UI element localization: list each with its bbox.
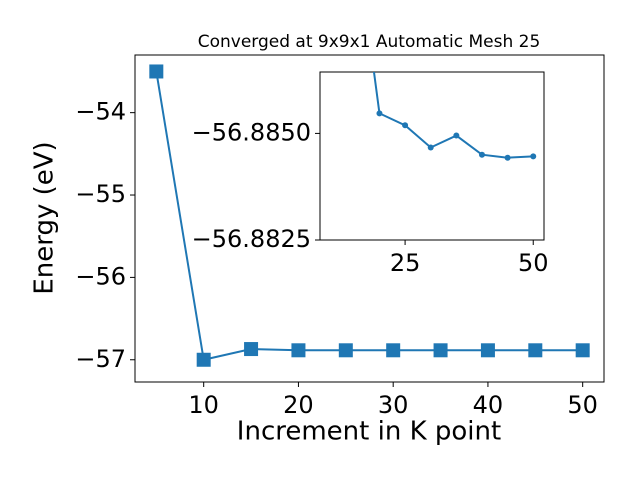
y-tick-label: −55: [75, 180, 126, 208]
data-point: [338, 343, 353, 358]
x-tick-label: 30: [378, 391, 409, 419]
x-tick-label: 20: [283, 391, 314, 419]
data-point: [528, 343, 543, 358]
plot-frame: [319, 71, 545, 241]
chart-title: Converged at 9x9x1 Automatic Mesh 25: [198, 32, 541, 52]
data-point: [386, 343, 401, 358]
data-point: [478, 151, 485, 158]
x-axis-label: Increment in K point: [237, 417, 501, 447]
data-point: [530, 153, 537, 160]
data-point: [480, 343, 495, 358]
data-point: [291, 343, 306, 358]
y-tick-label: −56.8825: [192, 225, 311, 253]
data-point: [427, 144, 434, 151]
data-point: [402, 122, 409, 129]
plot-area: [149, 64, 590, 367]
y-axis-label: Energy (eV): [30, 141, 60, 294]
x-tick-label: 50: [567, 391, 598, 419]
data-point: [196, 352, 211, 367]
x-tick-label: 50: [518, 249, 549, 277]
y-tick-label: −56: [75, 262, 126, 290]
plot-area: [372, 72, 537, 161]
x-tick-label: 25: [390, 249, 421, 277]
data-point: [244, 342, 259, 357]
data-point: [575, 343, 590, 358]
y-tick-label: −57: [75, 345, 126, 373]
data-line: [155, 71, 583, 361]
data-point: [433, 343, 448, 358]
data-point: [504, 154, 511, 161]
y-tick-label: −54: [75, 98, 126, 126]
data-point: [376, 110, 383, 117]
data-point: [453, 132, 460, 139]
x-tick-label: 40: [473, 391, 504, 419]
x-tick-label: 10: [188, 391, 219, 419]
data-point: [149, 64, 164, 79]
y-tick-label: −56.8850: [192, 118, 311, 146]
data-line: [372, 72, 534, 159]
